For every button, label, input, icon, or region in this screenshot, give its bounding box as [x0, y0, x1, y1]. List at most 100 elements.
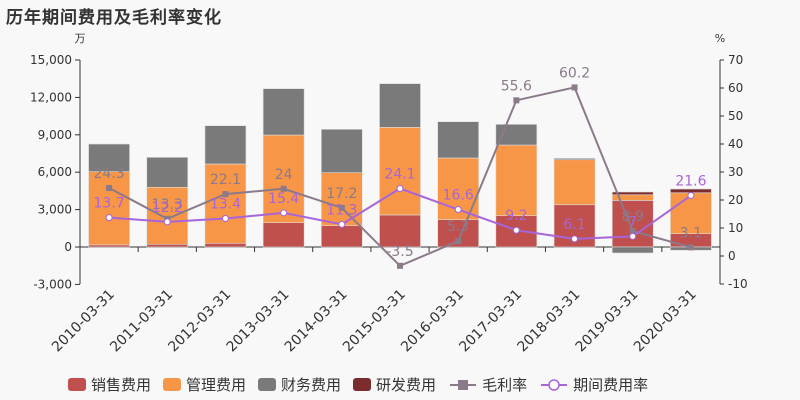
- bar-group: [262, 88, 305, 248]
- gross-margin-marker: [106, 184, 113, 191]
- right-axis-label: 60: [728, 81, 743, 95]
- bar-segment: [262, 222, 305, 248]
- left-axis-label: -3,000: [33, 277, 72, 291]
- period-expense-rate-marker: [629, 232, 637, 240]
- right-axis-label: 30: [728, 165, 743, 179]
- period-expense-rate-label: 7: [628, 214, 637, 230]
- period-expense-rate-marker: [687, 192, 695, 200]
- bar-segment: [437, 121, 479, 159]
- bar-segment: [553, 158, 596, 161]
- right-axis-label: 50: [728, 109, 743, 123]
- bar-group: [379, 83, 421, 248]
- period-expense-rate-marker: [571, 235, 579, 243]
- bar-segment: [321, 225, 363, 248]
- left-axis-label: 12,000: [30, 90, 72, 104]
- bar-group: [88, 143, 130, 248]
- gross-margin-marker: [629, 228, 636, 235]
- period-expense-rate-label: 13.4: [210, 196, 241, 212]
- period-expense-rate-marker: [221, 214, 229, 222]
- bar-segment: [204, 163, 247, 244]
- bar-segment: [204, 125, 247, 165]
- bar-group: [204, 125, 247, 248]
- bar-group: [321, 129, 363, 248]
- legend-swatch-icon: [163, 378, 182, 391]
- legend-item[interactable]: 财务费用: [258, 374, 341, 395]
- bar-segment: [262, 134, 305, 223]
- x-axis-label: 2020-03-31: [631, 287, 700, 356]
- period-expense-rate-label: 6.1: [563, 217, 585, 233]
- bar-segment: [611, 246, 654, 254]
- left-axis-label: 9,000: [38, 128, 72, 142]
- period-expense-rate-label: 11.3: [326, 202, 357, 218]
- gross-margin-marker: [280, 185, 287, 192]
- bar-segment: [379, 214, 421, 248]
- bar-segment: [262, 88, 305, 136]
- gross-margin-label: 24.3: [94, 166, 125, 182]
- chart-legend: 销售费用 管理费用 财务费用 研发费用 毛利率 期间费用率: [68, 374, 660, 395]
- legend-label: 研发费用: [376, 376, 437, 394]
- legend-label: 销售费用: [91, 376, 152, 394]
- gross-margin-marker: [513, 97, 520, 104]
- bar-segment: [553, 159, 596, 206]
- chart-title: 历年期间费用及毛利率变化: [6, 8, 222, 28]
- gross-margin-label: 8.9: [622, 209, 644, 225]
- gross-margin-label: 24: [275, 167, 293, 183]
- right-axis-label: 70: [728, 53, 743, 67]
- line-square-icon: [450, 379, 477, 390]
- gross-margin-label: 22.1: [210, 172, 241, 188]
- gross-margin-label: 13.3: [152, 197, 183, 213]
- gross-margin-label: 3.1: [680, 225, 702, 241]
- period-expense-rate-marker: [454, 206, 462, 214]
- period-expense-rate-label: 16.6: [443, 188, 474, 204]
- legend-item[interactable]: 期间费用率: [539, 374, 648, 395]
- legend-item[interactable]: 销售费用: [68, 374, 151, 395]
- legend-label: 管理费用: [186, 376, 247, 394]
- left-axis-label: 6,000: [38, 165, 72, 179]
- right-axis-label: -10: [728, 277, 748, 291]
- legend-label: 毛利率: [482, 376, 528, 394]
- gross-margin-label: -3.5: [386, 244, 413, 260]
- bar-segment: [379, 83, 421, 128]
- legend-item[interactable]: 毛利率: [448, 374, 527, 395]
- gross-margin-label: 17.2: [326, 186, 357, 202]
- bar-segment: [204, 242, 247, 248]
- legend-item[interactable]: 研发费用: [353, 374, 436, 395]
- legend-swatch-icon: [353, 378, 372, 391]
- gross-margin-label: 5.3: [447, 219, 469, 235]
- right-axis-label: 40: [728, 137, 743, 151]
- period-expense-rate-label: 13.7: [94, 196, 125, 212]
- period-expense-rate-label: 12.2: [152, 200, 183, 216]
- left-axis-label: 15,000: [30, 53, 72, 67]
- gross-margin-marker: [571, 84, 578, 91]
- gross-margin-marker: [397, 262, 403, 269]
- bar-segment: [88, 244, 130, 248]
- period-expense-rate-marker: [163, 218, 171, 226]
- period-expense-rate-marker: [105, 214, 113, 222]
- bar-segment: [379, 127, 421, 216]
- period-expense-rate-label: 24.1: [384, 167, 415, 183]
- right-axis-label: 20: [728, 193, 743, 207]
- bar-segment: [495, 124, 538, 146]
- period-expense-rate-marker: [280, 209, 288, 217]
- bar-segment: [553, 204, 596, 248]
- bar-segment: [321, 129, 363, 173]
- gross-margin-label: 60.2: [559, 65, 590, 81]
- period-expense-rate-marker: [338, 220, 346, 228]
- gross-margin-label: 55.6: [501, 78, 532, 94]
- gross-margin-marker: [338, 204, 345, 211]
- bar-segment: [495, 144, 538, 217]
- bar-segment: [146, 157, 189, 188]
- legend-label: 财务费用: [281, 376, 342, 394]
- legend-swatch-icon: [258, 378, 277, 391]
- legend-item[interactable]: 管理费用: [163, 374, 246, 395]
- bar-group: [553, 158, 596, 248]
- gross-margin-marker: [455, 238, 462, 245]
- right-axis-unit: %: [715, 32, 725, 45]
- bar-segment: [670, 192, 712, 234]
- bar-segment: [146, 243, 189, 248]
- bar-group: [611, 191, 654, 254]
- chart-plot-area: 15,00012,0009,0006,0003,0000-3,000万70605…: [30, 32, 748, 356]
- legend-swatch-icon: [68, 378, 86, 391]
- gross-margin-marker: [222, 191, 229, 198]
- right-axis-label: 10: [728, 221, 743, 235]
